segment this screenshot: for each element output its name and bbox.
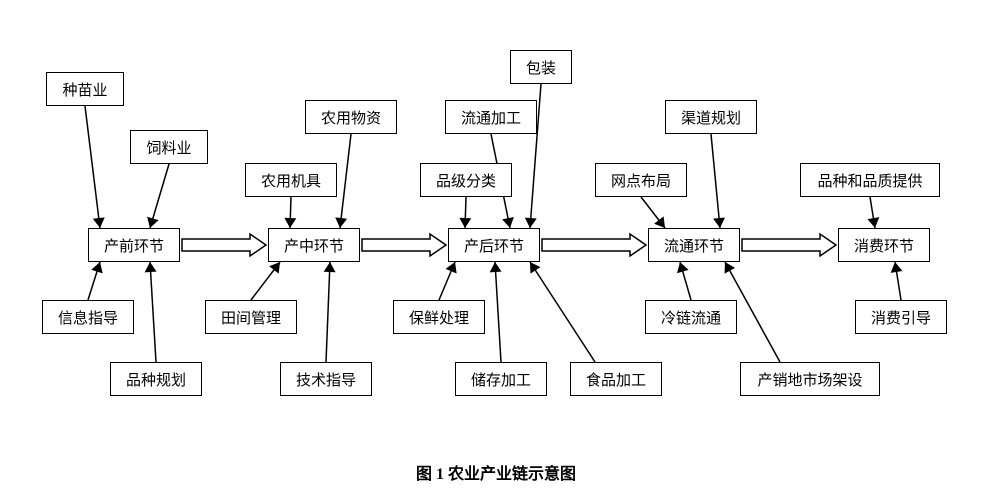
sub-node-variety: 品种规划 (110, 362, 202, 396)
sub-node-machine: 农用机具 (245, 163, 337, 197)
sub-node-cold: 冷链流通 (645, 300, 737, 334)
main-node-consume: 消费环节 (838, 228, 930, 262)
sub-node-seed: 种苗业 (46, 72, 124, 106)
main-node-post: 产后环节 (448, 228, 540, 262)
sub-node-supply: 农用物资 (305, 100, 397, 134)
figure-caption: 图 1 农业产业链示意图 (416, 460, 576, 484)
main-node-pre: 产前环节 (88, 228, 180, 262)
sub-node-food: 食品加工 (570, 362, 662, 396)
sub-node-info: 信息指导 (42, 300, 134, 334)
main-node-mid: 产中环节 (268, 228, 360, 262)
sub-node-pack: 包装 (510, 50, 572, 84)
sub-node-guide: 消费引导 (855, 300, 947, 334)
sub-node-store: 储存加工 (455, 362, 547, 396)
sub-node-quality: 品种和品质提供 (800, 163, 940, 197)
sub-node-market: 产销地市场架设 (740, 362, 880, 396)
sub-node-feed: 饲料业 (130, 130, 208, 164)
sub-node-tech: 技术指导 (280, 362, 372, 396)
main-node-flow: 流通环节 (648, 228, 740, 262)
sub-node-channel: 渠道规划 (665, 100, 757, 134)
sub-node-fresh: 保鲜处理 (393, 300, 485, 334)
sub-node-net: 网点布局 (595, 163, 687, 197)
sub-node-field: 田间管理 (205, 300, 297, 334)
sub-node-procflow: 流通加工 (445, 100, 537, 134)
sub-node-grade: 品级分类 (420, 163, 512, 197)
